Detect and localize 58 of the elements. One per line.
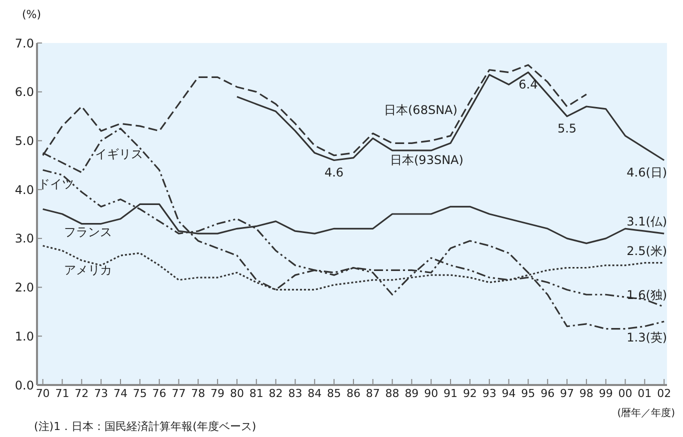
x-tick-label: 02 — [657, 386, 672, 400]
x-tick-label: 89 — [404, 386, 419, 400]
x-tick-label: 91 — [444, 386, 458, 400]
x-tick-label: 73 — [94, 386, 108, 400]
data-label: 4.6 — [324, 165, 344, 180]
x-tick-label: 83 — [288, 386, 302, 400]
x-tick-label: 71 — [55, 386, 70, 400]
x-tick-label: 97 — [560, 386, 574, 400]
x-tick-label: 75 — [132, 386, 147, 400]
x-tick-label: 93 — [482, 386, 496, 400]
x-tick-label: 81 — [249, 386, 264, 400]
y-tick-label: 7.0 — [14, 36, 34, 50]
x-tick-label: 86 — [346, 386, 360, 400]
x-tick-label: 00 — [618, 386, 632, 400]
x-tick-label: 79 — [210, 386, 225, 400]
series-label: イギリス — [95, 146, 143, 163]
data-label: 3.1(仏) — [626, 214, 668, 229]
data-label: 4.6(日) — [626, 165, 668, 180]
x-tick-label: 87 — [366, 386, 380, 400]
x-tick-label: 94 — [502, 386, 516, 400]
x-tick-label: 85 — [327, 386, 342, 400]
x-tick-label: 82 — [268, 386, 283, 400]
x-tick-label: 70 — [36, 386, 50, 400]
data-label: 1.6(独) — [626, 288, 668, 302]
x-tick-label: 76 — [152, 386, 166, 400]
x-tick-label: 96 — [540, 386, 555, 400]
x-tick-label: 95 — [521, 386, 536, 400]
x-tick-label: 88 — [385, 386, 400, 400]
data-label: 6.4 — [518, 77, 538, 92]
x-tick-label: 77 — [172, 386, 186, 400]
x-tick-label: 78 — [191, 386, 206, 400]
x-tick-label: 74 — [113, 386, 128, 400]
text: (注)1．日本：国民経済計算年報(年度ベース) — [34, 419, 256, 434]
series-label: フランス — [64, 224, 112, 241]
y-tick-label: 6.0 — [14, 85, 34, 100]
series-label: 日本(68SNA) — [384, 102, 458, 119]
series-label: アメリカ — [64, 262, 112, 279]
y-tick-label: 2.0 — [14, 280, 34, 295]
data-label: 1.3(英) — [626, 330, 668, 344]
data-label: 2.5(米) — [626, 244, 668, 258]
data-label: 5.5 — [557, 121, 577, 136]
series-label: ドイツ — [38, 176, 74, 193]
x-tick-label: 01 — [638, 386, 652, 400]
x-tick-label: 98 — [579, 386, 594, 400]
x-axis-title: (暦年／年度) — [617, 406, 675, 420]
y-tick-label: 0.0 — [14, 378, 34, 392]
x-tick-label: 84 — [308, 386, 322, 400]
y-tick-label: 3.0 — [14, 232, 34, 246]
series-label: 日本(93SNA) — [390, 152, 464, 169]
y-axis-title: (%) — [22, 8, 42, 21]
y-tick-label: 1.0 — [14, 329, 34, 344]
x-tick-label: 90 — [424, 386, 438, 400]
y-tick-label: 4.0 — [14, 182, 34, 197]
x-tick-label: 80 — [230, 386, 244, 400]
y-tick-label: 5.0 — [14, 134, 34, 148]
x-tick-label: 92 — [462, 386, 477, 400]
x-tick-label: 72 — [74, 386, 89, 400]
x-tick-label: 99 — [598, 386, 613, 400]
